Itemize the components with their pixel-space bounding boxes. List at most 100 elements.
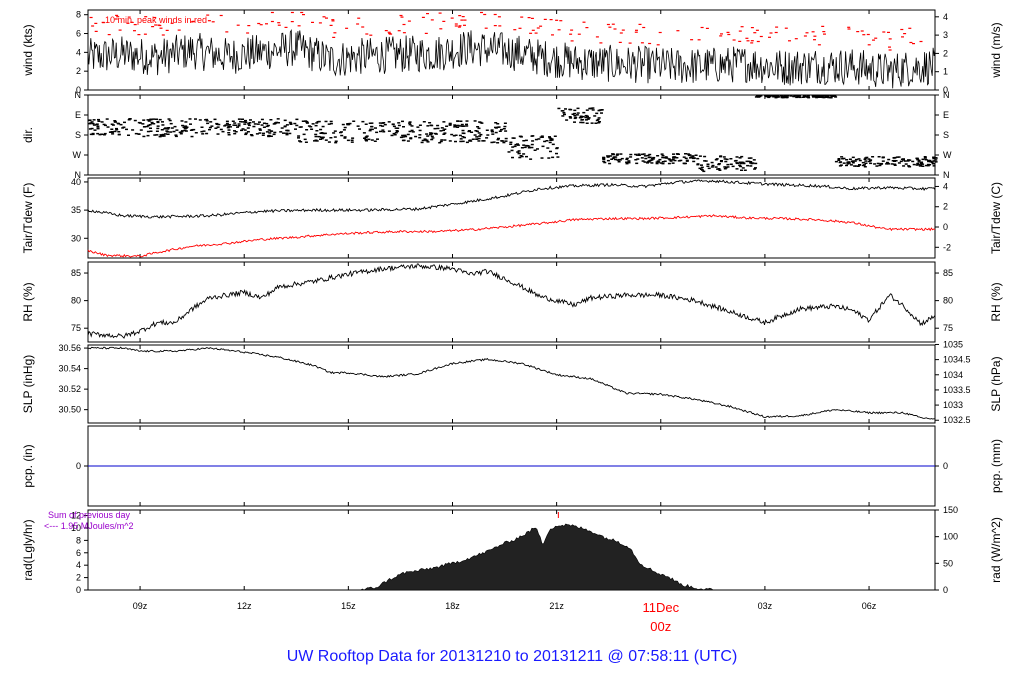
dir-point (227, 125, 231, 128)
dir-point (576, 107, 580, 110)
dir-point (522, 144, 526, 146)
dir-point (600, 112, 603, 114)
dir-point (920, 162, 923, 165)
dir-point (416, 126, 420, 128)
dir-point (498, 130, 502, 132)
peak-wind-mark (384, 30, 388, 32)
dir-point (277, 122, 280, 124)
dir-point (740, 161, 744, 163)
peak-wind-mark (388, 33, 392, 35)
dir-point (147, 124, 151, 127)
dir-point (200, 126, 204, 128)
peak-wind-mark (745, 37, 749, 39)
dir-point (517, 150, 521, 152)
dir-point (829, 97, 833, 99)
dir-point (581, 121, 585, 124)
dir-point (924, 159, 928, 161)
dir-point (368, 129, 372, 132)
peak-wind-mark (450, 17, 454, 19)
peak-wind-mark (549, 19, 553, 21)
dir-point (91, 122, 95, 125)
dir-point (600, 109, 604, 111)
dir-point (95, 123, 99, 126)
peak-wind-mark (559, 20, 563, 22)
dir-point (289, 122, 293, 125)
y2-tick-label: 100 (943, 532, 958, 542)
y2-tick-label: W (943, 150, 952, 160)
dir-point (533, 149, 537, 151)
dir-point (404, 135, 408, 138)
dir-point (265, 122, 269, 125)
dir-point (807, 96, 811, 99)
dir-point (369, 128, 373, 131)
dir-point (837, 159, 841, 161)
dir-point (347, 123, 351, 126)
panel-temp: 30 35 40 -2 0 2 4 Tair/Tdew (F) Tair/Tdew (C) (21, 177, 1003, 259)
y2-tick-label: 1035 (943, 339, 963, 349)
dir-point (641, 153, 644, 156)
dir-point (379, 130, 382, 133)
dir-point (329, 120, 333, 123)
peak-wind-mark (919, 40, 923, 43)
peak-wind-mark (115, 14, 119, 16)
peak-wind-mark (738, 40, 742, 42)
dir-point (643, 155, 647, 157)
dir-point (707, 167, 711, 170)
dir-point (361, 120, 365, 123)
dir-point (237, 118, 241, 120)
dir-point (642, 153, 646, 155)
dir-point (370, 122, 374, 124)
dir-point (738, 161, 742, 163)
dir-point (745, 160, 749, 163)
dir-point (829, 95, 833, 97)
dir-point (117, 133, 121, 136)
dir-point (858, 159, 862, 162)
dir-point (734, 159, 738, 162)
dir-point (102, 123, 106, 126)
dir-point (409, 137, 413, 140)
dir-point (152, 118, 156, 120)
peak-wind-mark (867, 44, 871, 46)
dir-point (458, 125, 462, 127)
dir-point (584, 114, 588, 117)
dir-point (298, 126, 302, 128)
dir-point (247, 124, 251, 127)
dir-point (430, 138, 434, 141)
dir-point (173, 125, 177, 128)
dir-point (573, 117, 577, 120)
y2-tick-label: 2 (943, 202, 948, 212)
dir-point (301, 120, 305, 122)
dir-point (603, 161, 607, 164)
dir-point (408, 123, 412, 126)
dir-point (440, 127, 444, 129)
dir-point (244, 121, 248, 124)
dir-point (531, 135, 535, 137)
dir-point (522, 140, 526, 142)
peak-wind-mark (774, 31, 778, 34)
y-tick-label: 0 (76, 585, 81, 595)
dir-point (202, 130, 206, 132)
dir-point (315, 122, 319, 124)
dir-point (617, 158, 621, 161)
dir-point (397, 122, 401, 124)
dir-point (651, 158, 655, 160)
y-tick-label: N (75, 90, 82, 100)
dir-point (323, 132, 327, 135)
dir-point (635, 162, 639, 165)
dir-point (573, 112, 577, 115)
y2-axis-label: RH (%) (989, 282, 1003, 321)
dir-point (811, 95, 815, 97)
dir-point (735, 168, 739, 170)
y2-axis-label: rad (W/m^2) (989, 517, 1003, 583)
dir-point (710, 161, 714, 164)
dir-point (184, 130, 188, 132)
dir-point (523, 146, 527, 149)
dir-point (655, 161, 659, 163)
peak-wind-mark (577, 33, 581, 35)
peak-wind-mark (177, 29, 181, 31)
peak-wind-mark (322, 16, 326, 18)
dir-point (239, 120, 242, 123)
dir-point (885, 161, 889, 164)
dir-point (561, 110, 565, 112)
